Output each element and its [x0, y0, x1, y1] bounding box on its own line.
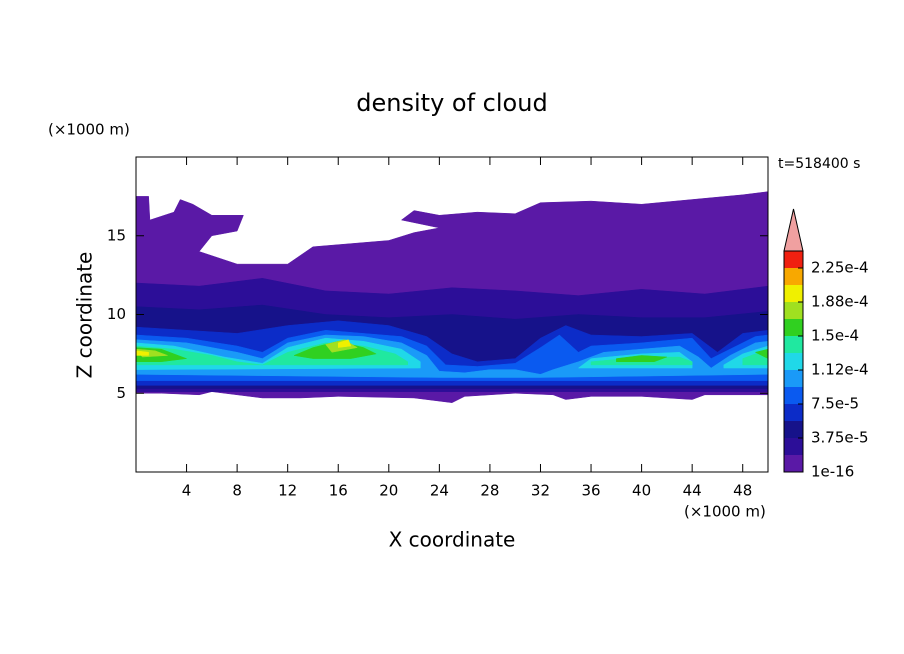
x-tick-label: 24	[430, 482, 449, 500]
y-unit: (×1000 m)	[48, 121, 130, 139]
colorbar-band	[784, 251, 803, 268]
colorbar-band	[784, 336, 803, 353]
x-tick-label: 40	[632, 482, 651, 500]
colorbar-tick-label: 2.25e-4	[811, 259, 869, 277]
colorbar-band	[784, 319, 803, 336]
y-axis-label: Z coordinate	[73, 252, 97, 379]
colorbar-tick-label: 3.75e-5	[811, 429, 869, 447]
x-unit: (×1000 m)	[684, 503, 766, 521]
x-tick-label: 48	[733, 482, 752, 500]
x-tick-label: 44	[683, 482, 702, 500]
x-tick-label: 20	[379, 482, 398, 500]
colorbar-band	[784, 353, 803, 370]
x-tick-label: 8	[232, 482, 242, 500]
colorbar-band	[784, 268, 803, 285]
contour-region	[337, 339, 352, 348]
colorbar-extension	[783, 208, 804, 252]
colorbar-band	[784, 302, 803, 319]
x-tick-label: 32	[531, 482, 550, 500]
y-tick-label: 15	[107, 226, 126, 244]
x-tick-label: 4	[182, 482, 192, 500]
colorbar-band	[784, 370, 803, 387]
x-axis-label: X coordinate	[389, 528, 516, 552]
colorbar-band	[784, 421, 803, 438]
colorbar-frame	[783, 250, 804, 473]
colorbar-band	[784, 387, 803, 404]
colorbar-band	[784, 438, 803, 455]
colorbar-tick-label: 1.88e-4	[811, 293, 869, 311]
colorbar-band	[784, 404, 803, 421]
time-annotation: t=518400 s	[778, 156, 860, 172]
colorbar-band	[784, 285, 803, 302]
x-tick-label: 12	[278, 482, 297, 500]
y-tick-label: 5	[116, 384, 126, 402]
chart-title: density of cloud	[356, 89, 547, 117]
y-tick-label: 10	[107, 305, 126, 323]
colorbar-tick-label: 1.5e-4	[811, 327, 859, 345]
colorbar-band	[784, 455, 803, 472]
colorbar-tick-label: 1e-16	[811, 463, 854, 481]
x-tick-label: 28	[480, 482, 499, 500]
colorbar-tick-label: 1.12e-4	[811, 361, 869, 379]
x-tick-label: 36	[581, 482, 600, 500]
x-tick-label: 16	[329, 482, 348, 500]
colorbar-tick-label: 7.5e-5	[811, 395, 859, 413]
contour-region	[616, 355, 667, 362]
